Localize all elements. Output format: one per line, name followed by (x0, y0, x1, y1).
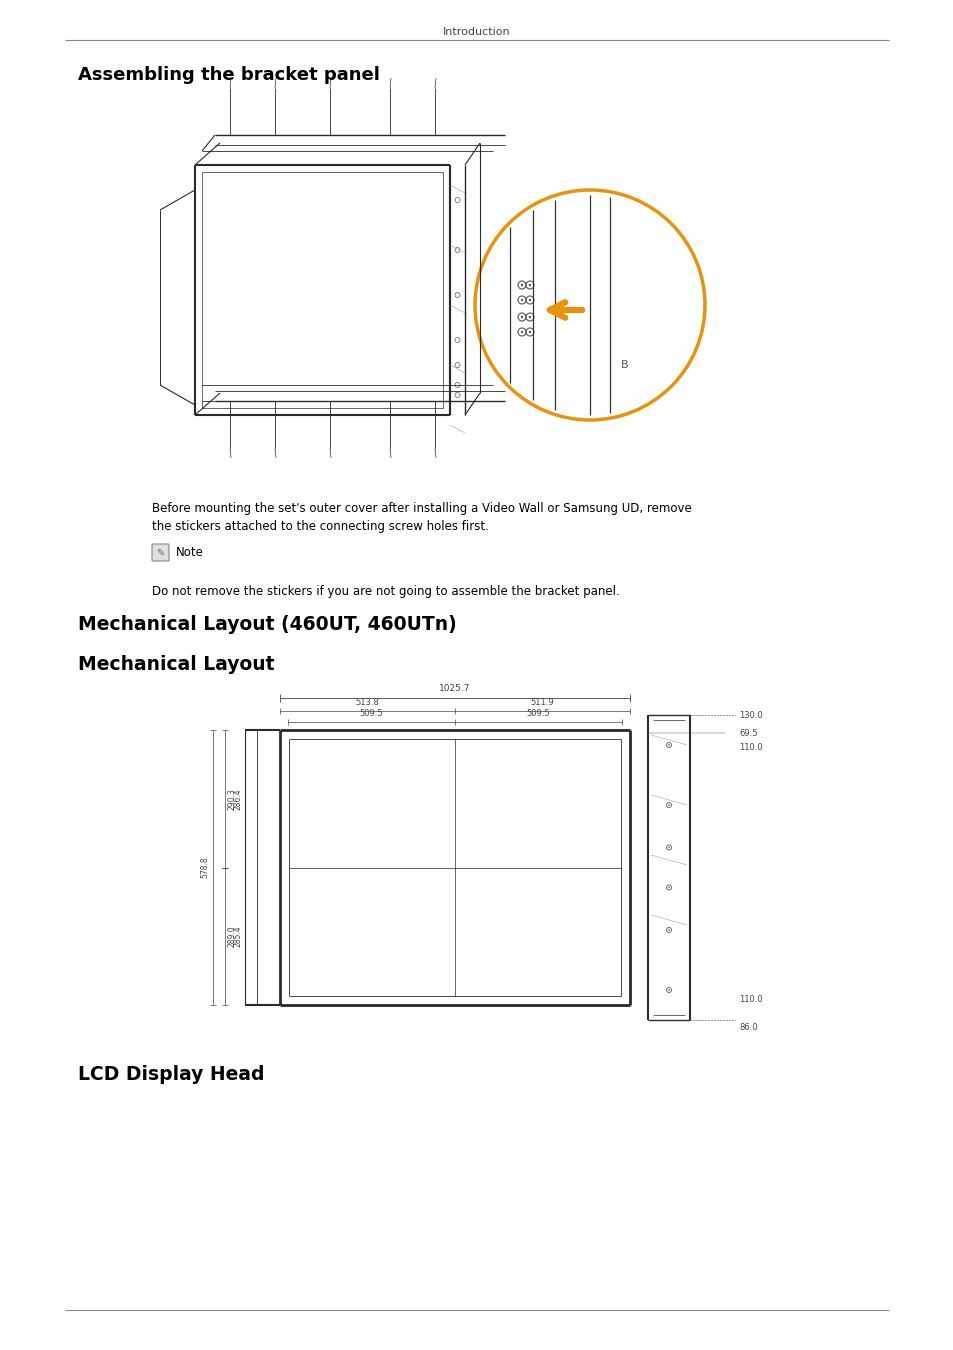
Circle shape (667, 990, 669, 991)
Circle shape (528, 331, 531, 333)
Text: 509.5: 509.5 (526, 709, 550, 718)
Circle shape (667, 805, 669, 806)
Circle shape (667, 744, 669, 745)
Circle shape (667, 887, 669, 888)
Circle shape (667, 929, 669, 930)
Text: 509.5: 509.5 (359, 709, 383, 718)
Text: Introduction: Introduction (443, 27, 510, 36)
Text: 513.8: 513.8 (355, 698, 379, 707)
Circle shape (528, 316, 531, 319)
Text: 578.8: 578.8 (200, 857, 209, 879)
Text: Mechanical Layout (460UT, 460UTn): Mechanical Layout (460UT, 460UTn) (78, 616, 456, 634)
Text: 86.0: 86.0 (739, 1023, 757, 1033)
Circle shape (520, 331, 522, 333)
Text: ✎: ✎ (156, 548, 164, 558)
Text: 511.9: 511.9 (530, 698, 554, 707)
Text: 69.5: 69.5 (739, 729, 757, 737)
FancyBboxPatch shape (152, 544, 169, 562)
Text: LCD Display Head: LCD Display Head (78, 1065, 264, 1084)
Text: 110.0: 110.0 (739, 995, 761, 1004)
Circle shape (667, 846, 669, 848)
Text: Mechanical Layout: Mechanical Layout (78, 656, 274, 675)
Text: 290.3: 290.3 (228, 788, 236, 810)
Circle shape (528, 298, 531, 301)
Circle shape (520, 316, 522, 319)
Text: 1025.7: 1025.7 (438, 684, 470, 693)
Text: 289.0: 289.0 (228, 926, 236, 948)
Circle shape (520, 298, 522, 301)
Circle shape (520, 284, 522, 286)
Text: the stickers attached to the connecting screw holes first.: the stickers attached to the connecting … (152, 520, 488, 533)
Text: Do not remove the stickers if you are not going to assemble the bracket panel.: Do not remove the stickers if you are no… (152, 585, 619, 598)
Text: 110.0: 110.0 (739, 743, 761, 752)
Text: Before mounting the set's outer cover after installing a Video Wall or Samsung U: Before mounting the set's outer cover af… (152, 502, 691, 514)
Text: B: B (620, 360, 628, 370)
Circle shape (528, 284, 531, 286)
Text: Note: Note (175, 547, 204, 559)
Text: 130.0: 130.0 (739, 710, 762, 720)
Text: 286.4: 286.4 (233, 788, 243, 810)
Text: Assembling the bracket panel: Assembling the bracket panel (78, 66, 379, 84)
Text: 285.4: 285.4 (233, 926, 243, 948)
